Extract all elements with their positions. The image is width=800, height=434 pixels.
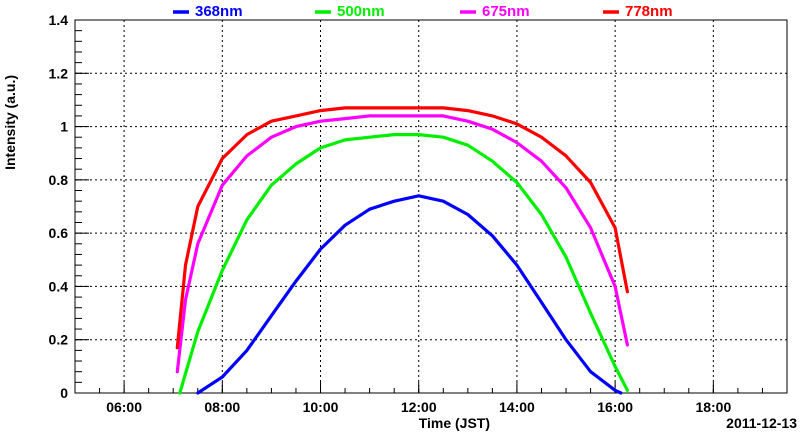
legend-label-675nm: 675nm bbox=[482, 3, 530, 20]
x-tick-label: 08:00 bbox=[204, 399, 240, 415]
legend-label-368nm: 368nm bbox=[195, 3, 243, 20]
y-axis-title: Intensity (a.u.) bbox=[2, 75, 18, 170]
legend: 368nm 500nm 675nm 778nm bbox=[173, 3, 673, 20]
y-tick-label: 1.2 bbox=[49, 65, 69, 81]
axis-ticks: 06:00 08:00 10:00 12:00 14:00 16:00 18:00 0 0.2 0… bbox=[49, 12, 788, 415]
series-line-675nm bbox=[175, 114, 630, 374]
y-tick-label: 0.6 bbox=[49, 225, 69, 241]
y-tick-label: 0.8 bbox=[49, 172, 69, 188]
plot-frame bbox=[74, 19, 788, 394]
grid bbox=[75, 20, 787, 393]
x-tick-label: 14:00 bbox=[499, 399, 535, 415]
series-line-778nm bbox=[175, 106, 630, 350]
x-tick-label: 16:00 bbox=[597, 399, 633, 415]
x-tick-label: 06:00 bbox=[106, 399, 142, 415]
x-tick-label: 18:00 bbox=[695, 399, 731, 415]
x-axis-title: Time (JST) bbox=[419, 415, 490, 431]
y-tick-label: 0.2 bbox=[49, 332, 69, 348]
y-tick-label: 0 bbox=[60, 385, 68, 401]
y-tick-label: 1 bbox=[60, 119, 68, 135]
x-tick-label: 12:00 bbox=[401, 399, 437, 415]
legend-label-778nm: 778nm bbox=[625, 3, 673, 20]
date-label: 2011-12-13 bbox=[726, 415, 797, 431]
y-tick-label: 1.4 bbox=[49, 12, 69, 28]
series-line-500nm bbox=[178, 133, 630, 395]
legend-label-500nm: 500nm bbox=[337, 3, 385, 20]
series-line-368nm bbox=[196, 194, 623, 395]
y-tick-label: 0.4 bbox=[49, 278, 69, 294]
x-tick-label: 10:00 bbox=[303, 399, 339, 415]
series-layer bbox=[175, 106, 630, 395]
